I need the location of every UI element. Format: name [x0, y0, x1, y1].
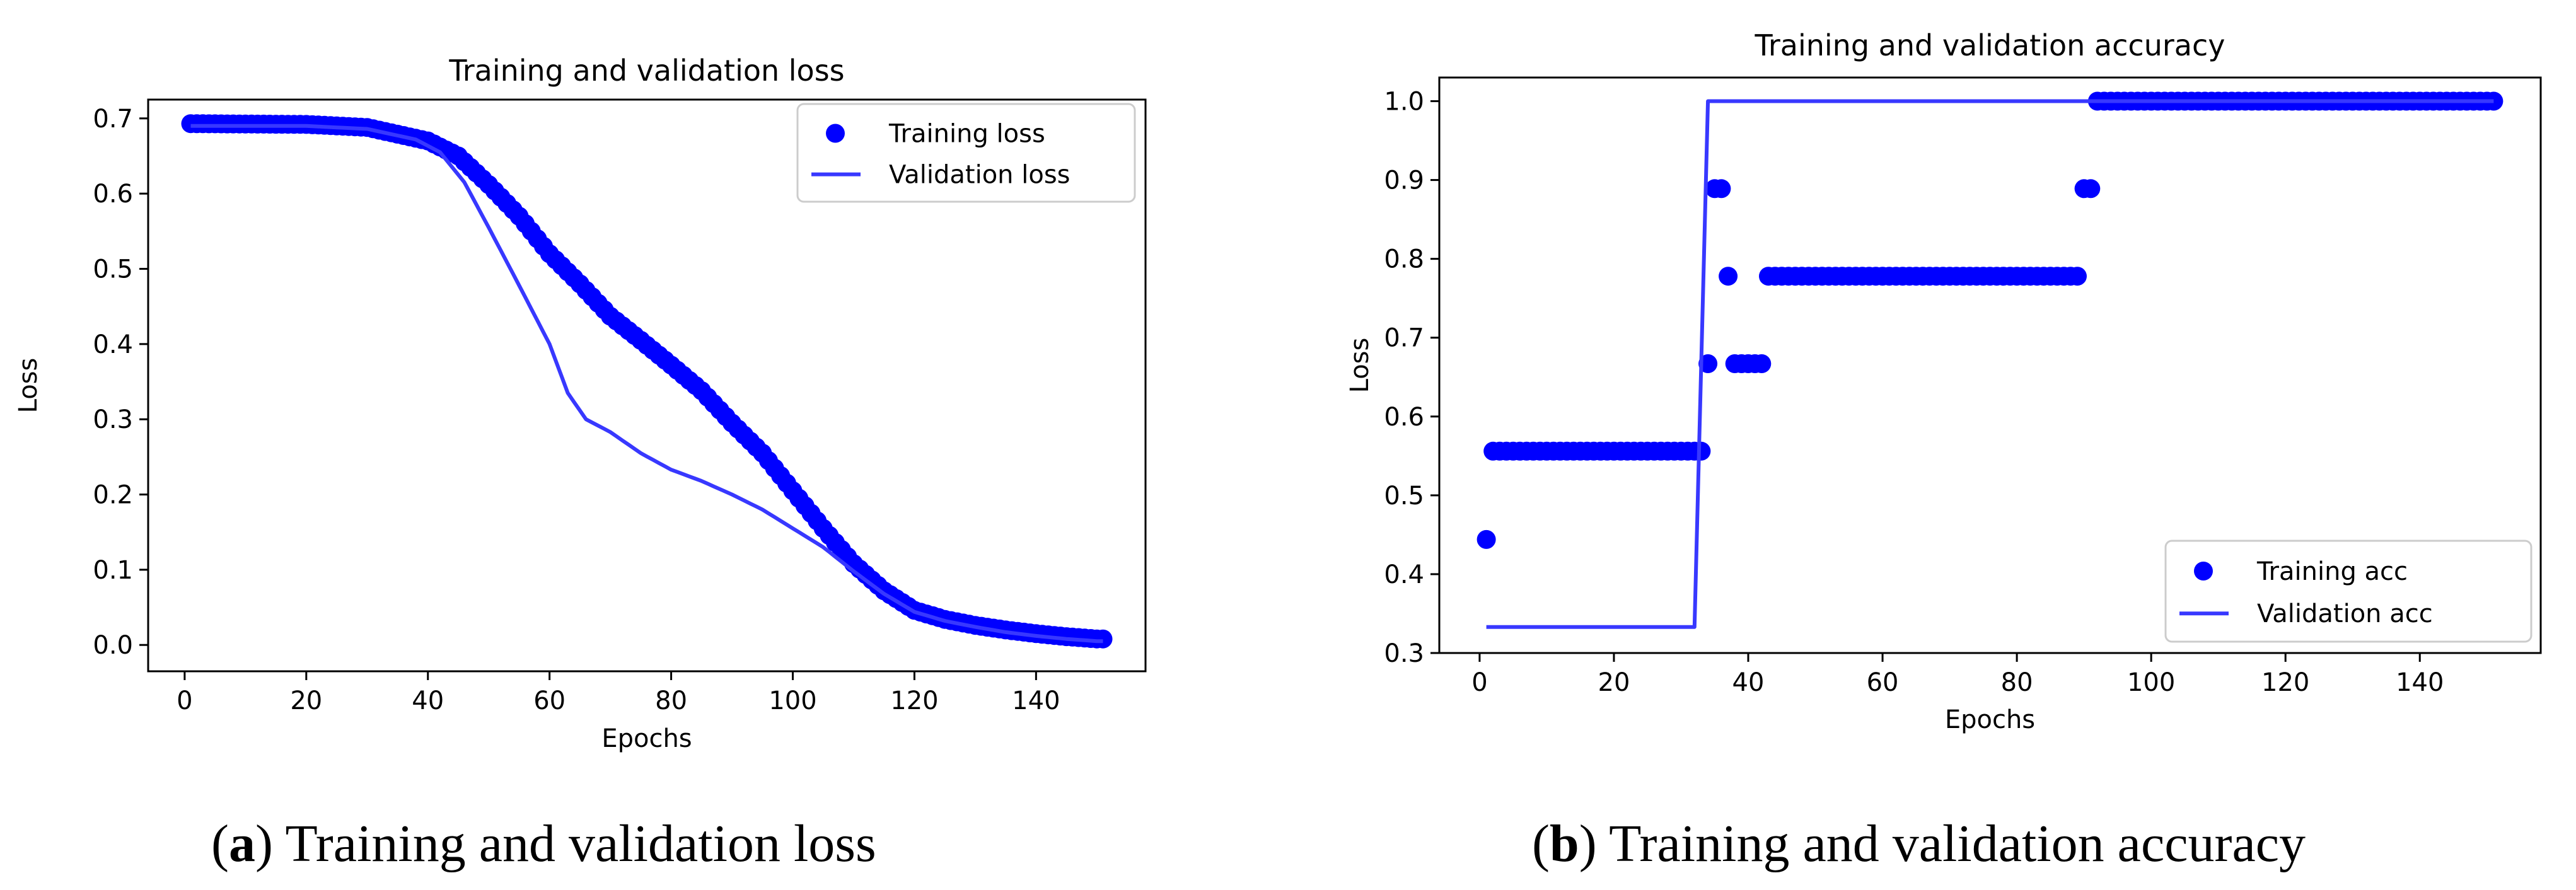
y-tick-label: 0.7 — [1384, 324, 1424, 353]
y-tick-label: 0.3 — [1384, 639, 1424, 668]
legend-marker — [826, 124, 845, 143]
chart-1: Training and validation accuracy 0 20 40 60 8… — [1345, 28, 2542, 734]
y-tick-label: 0.3 — [93, 405, 133, 434]
y-tick-label: 0.8 — [1384, 245, 1424, 274]
legend-label: Validation acc — [2257, 599, 2433, 628]
y-tick-label: 0.6 — [93, 180, 133, 209]
data-point — [1477, 529, 1496, 549]
y-tick-label: 0.4 — [1384, 560, 1424, 589]
y-tick-label: 0.5 — [93, 255, 133, 284]
x-tick-label: 140 — [2396, 668, 2444, 697]
x-tick-label: 80 — [655, 686, 687, 715]
x-tick-label: 120 — [890, 686, 938, 715]
caption-a: (a) Training and validation loss — [211, 814, 876, 873]
x-axis-label: Epochs — [1945, 705, 2035, 734]
chart-title: Training and validation loss — [448, 54, 844, 88]
y-axis-label: Loss — [14, 358, 43, 413]
y-tick-label: 0.4 — [93, 330, 133, 359]
chart-0: Training and validation loss 0 20 40 60 80 100… — [14, 54, 1147, 753]
x-tick-label: 80 — [2001, 668, 2033, 697]
legend-label: Validation loss — [889, 161, 1070, 190]
x-tick-label: 20 — [1598, 668, 1630, 697]
x-tick-label: 100 — [769, 686, 816, 715]
x-tick-label: 60 — [533, 686, 566, 715]
y-tick-label: 0.7 — [93, 105, 133, 134]
x-tick-label: 0 — [1471, 668, 1487, 697]
y-tick-label: 1.0 — [1384, 88, 1424, 117]
data-point — [1719, 267, 1738, 286]
y-tick-label: 0.0 — [93, 631, 133, 660]
series-line — [1486, 99, 2494, 629]
data-point — [1691, 441, 1711, 461]
plot-area — [181, 114, 1113, 649]
y-tick-label: 0.6 — [1384, 403, 1424, 432]
series-line — [190, 124, 1103, 644]
x-axis-label: Epochs — [601, 724, 692, 753]
data-point — [2081, 179, 2101, 199]
x-tick-label: 0 — [177, 686, 192, 715]
y-tick-label: 0.5 — [1384, 482, 1424, 511]
chart-title: Training and validation accuracy — [1755, 28, 2225, 62]
x-tick-label: 40 — [412, 686, 444, 715]
x-tick-label: 120 — [2261, 668, 2309, 697]
x-tick-label: 20 — [290, 686, 322, 715]
y-axis-label: Loss — [1345, 338, 1374, 393]
x-tick-label: 140 — [1012, 686, 1060, 715]
y-tick-label: 0.9 — [1384, 166, 1424, 195]
axes-frame — [147, 98, 1147, 673]
legend-label: Training loss — [888, 120, 1045, 149]
x-tick-label: 40 — [1732, 668, 1765, 697]
plot-area — [1477, 91, 2503, 629]
y-tick-label: 0.1 — [93, 556, 133, 585]
legend-box — [2164, 540, 2532, 643]
legend-marker — [2194, 562, 2213, 581]
x-tick-label: 100 — [2127, 668, 2175, 697]
data-point — [1093, 629, 1113, 649]
axes-frame — [1438, 76, 2542, 654]
x-tick-label: 60 — [1867, 668, 1899, 697]
data-point — [2068, 267, 2087, 286]
y-tick-label: 0.2 — [93, 481, 133, 510]
legend: Training acc Validation acc — [2164, 540, 2532, 643]
legend: Training loss Validation loss — [796, 103, 1136, 203]
caption-b: (b) Training and validation accuracy — [1532, 814, 2306, 873]
legend-box — [796, 103, 1136, 203]
data-point — [1712, 179, 1731, 199]
legend-label: Training acc — [2256, 557, 2408, 586]
data-point — [1752, 354, 1772, 373]
